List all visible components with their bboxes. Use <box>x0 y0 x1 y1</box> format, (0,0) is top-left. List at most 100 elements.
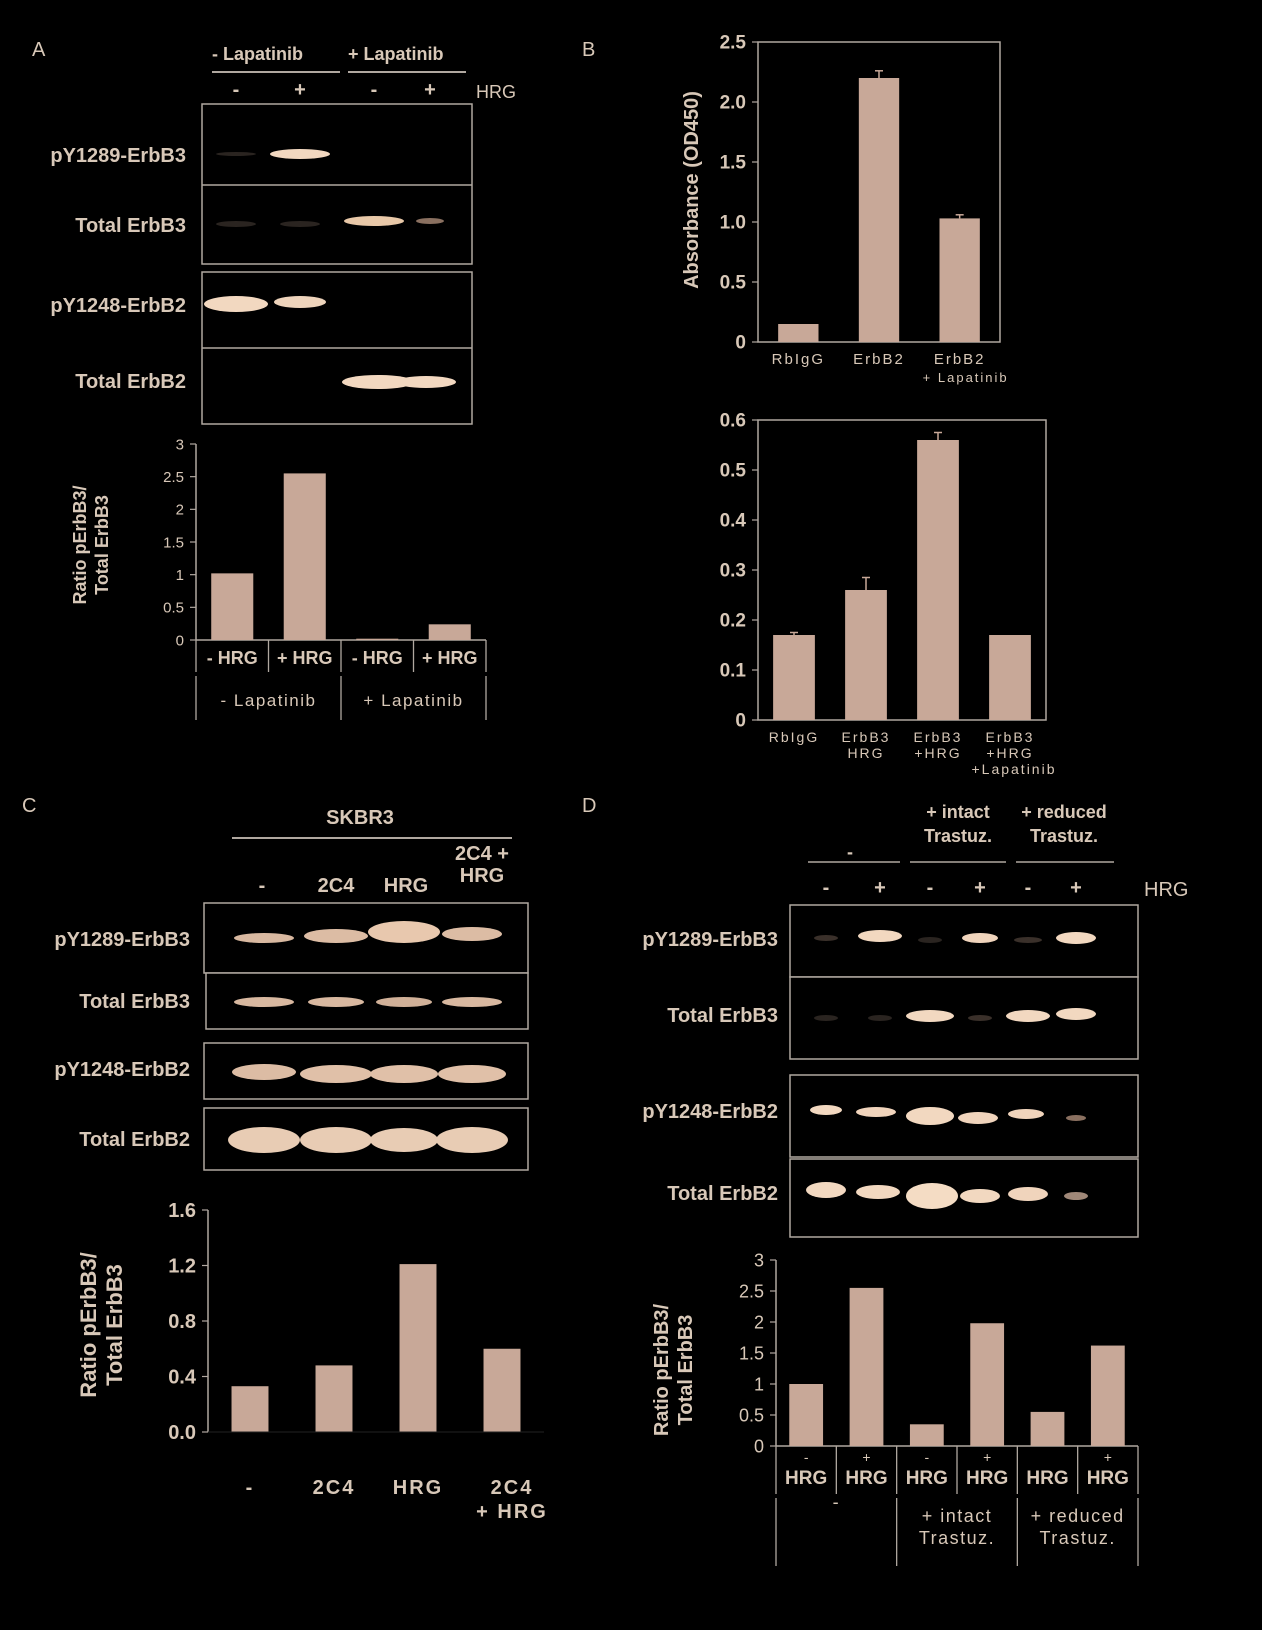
y-tick-label: 3 <box>176 436 184 453</box>
x-group-label: Trastuz. <box>1039 1528 1115 1548</box>
y-tick-label: 2.0 <box>720 93 746 114</box>
panel-c-blot: SKBR3 - 2C4 HRG 2C4 + HRG pY1289-ErbB3 T… <box>54 807 529 1171</box>
chart-b-ylabel: Absorbance (OD450) <box>681 91 703 289</box>
y-tick-label: 0 <box>735 333 746 354</box>
d-header-1: - <box>847 842 853 862</box>
x-group-label: - Lapatinib <box>221 691 317 710</box>
x-category-label: ErbB3 <box>914 729 963 745</box>
panel-d-blot: - + intact Trastuz. + reduced Trastuz. -… <box>642 802 1188 1238</box>
y-tick-label: 2.5 <box>163 469 184 486</box>
x-category-label: HRG <box>1087 1468 1129 1489</box>
x-category-label: - <box>924 1449 929 1465</box>
panel-d-chart: 00.511.522.53-HRG+HRG-HRG+HRG HRG+HRG-+ i… <box>739 1250 1139 1566</box>
d-row-4: Total ErbB2 <box>667 1183 778 1205</box>
d-lane-label: + <box>874 877 886 899</box>
x-category-label: RbIgG <box>769 729 819 745</box>
d-lane-label: - <box>1025 877 1032 899</box>
y-tick-label: 3 <box>754 1250 764 1270</box>
bar <box>283 473 326 640</box>
panel-letter-d: D <box>582 795 596 817</box>
x-category-label: - <box>246 1477 255 1499</box>
chart-a-ylabel-2: Total ErbB3 <box>92 495 112 595</box>
chart-d-ylabel-2: Total ErbB3 <box>675 1315 697 1426</box>
hrg-label: HRG <box>476 82 516 102</box>
x-category-label: - HRG <box>352 648 403 668</box>
bar <box>778 324 819 342</box>
x-group-label: + Lapatinib <box>363 691 463 710</box>
d-row-3: pY1248-ErbB2 <box>642 1101 778 1123</box>
x-category-label: HRG <box>847 745 884 761</box>
x-category-label: + <box>1104 1449 1112 1465</box>
y-tick-label: 1.5 <box>739 1343 764 1363</box>
bar <box>483 1348 521 1432</box>
y-tick-label: 0.5 <box>739 1405 764 1425</box>
lane-3: - <box>371 79 378 101</box>
x-group-label: - <box>833 1492 841 1512</box>
bar <box>970 1323 1005 1446</box>
x-category-label: + HRG <box>422 648 478 668</box>
y-tick-label: 1.6 <box>168 1200 196 1222</box>
y-tick-label: 2 <box>754 1312 764 1332</box>
panel-b-top-chart: 0 0.5 1.0 1.5 2.0 2.5 RbIgG ErbB2 ErbB2 + Lapatin… <box>720 33 1007 385</box>
x-group-label: + intact <box>922 1506 993 1526</box>
y-tick-label: 0.5 <box>720 273 747 294</box>
bar <box>1090 1345 1125 1446</box>
d-header-3b: Trastuz. <box>1030 826 1098 846</box>
c-lane-1: - <box>259 875 266 897</box>
chart-d-ylabel-1: Ratio pErbB3/ <box>651 1303 673 1436</box>
bar <box>849 1287 884 1446</box>
lane-1: - <box>233 79 240 101</box>
y-tick-label: 1.2 <box>168 1256 196 1278</box>
x-group-label: Trastuz. <box>919 1528 995 1548</box>
y-tick-label: 0.1 <box>720 661 747 682</box>
row-py1289-erbb3: pY1289-ErbB3 <box>50 145 186 167</box>
panel-c-chart: 0.00.40.81.21.6- 2C4 HRG 2C4+ HRG <box>168 1200 546 1523</box>
bar <box>773 635 815 720</box>
d-lane-label: + <box>974 877 986 899</box>
chart-c-ylabel-1: Ratio pErbB3/ <box>76 1252 101 1397</box>
y-tick-label: 1 <box>754 1374 764 1394</box>
y-tick-label: 0.0 <box>168 1422 196 1444</box>
x-category-label: HRG <box>845 1468 887 1489</box>
bar <box>845 590 887 720</box>
y-tick-label: 0.6 <box>720 411 746 432</box>
x-category-label: HRG <box>1026 1468 1068 1489</box>
x-category-label: - <box>804 1449 809 1465</box>
d-header-3a: + reduced <box>1021 802 1107 822</box>
bar <box>399 1264 437 1432</box>
c-row-4: Total ErbB2 <box>79 1129 190 1151</box>
d-lane-label: + <box>1070 877 1082 899</box>
d-hrg-label: HRG <box>1144 879 1188 901</box>
y-tick-label: 1.0 <box>720 213 746 234</box>
y-tick-label: 2 <box>176 502 184 519</box>
c-lane-2: 2C4 <box>318 875 356 897</box>
x-category-label: HRG <box>966 1468 1008 1489</box>
cell-line-label: SKBR3 <box>326 807 394 829</box>
bar <box>428 624 471 640</box>
bar <box>917 440 959 720</box>
x-category-label: ErbB3 <box>842 729 891 745</box>
header-minus-lapatinib: - Lapatinib <box>212 44 303 64</box>
row-total-erbb3: Total ErbB3 <box>75 215 186 237</box>
d-lane-label: - <box>823 877 830 899</box>
x-category-label: + <box>983 1449 991 1465</box>
y-tick-label: 2.5 <box>739 1281 764 1301</box>
y-tick-label: 0.8 <box>168 1311 196 1333</box>
bar <box>858 78 900 342</box>
x-category-label: +HRG <box>914 745 961 761</box>
y-tick-label: 0 <box>735 711 746 732</box>
y-tick-label: 1.5 <box>163 534 184 551</box>
y-tick-label: 0.3 <box>720 561 746 582</box>
c-lane-4b: HRG <box>460 865 504 887</box>
y-tick-label: 0.2 <box>720 611 746 632</box>
x-category-label: + HRG <box>277 648 333 668</box>
c-row-3: pY1248-ErbB2 <box>54 1059 190 1081</box>
bar <box>789 1384 824 1446</box>
panel-letter-a: A <box>32 39 46 61</box>
row-total-erbb2: Total ErbB2 <box>75 371 186 393</box>
y-tick-label: 1.5 <box>720 153 747 174</box>
panel-a-blot: - Lapatinib + Lapatinib - + - + HRG pY12… <box>50 44 516 425</box>
lane-2: + <box>294 79 306 101</box>
